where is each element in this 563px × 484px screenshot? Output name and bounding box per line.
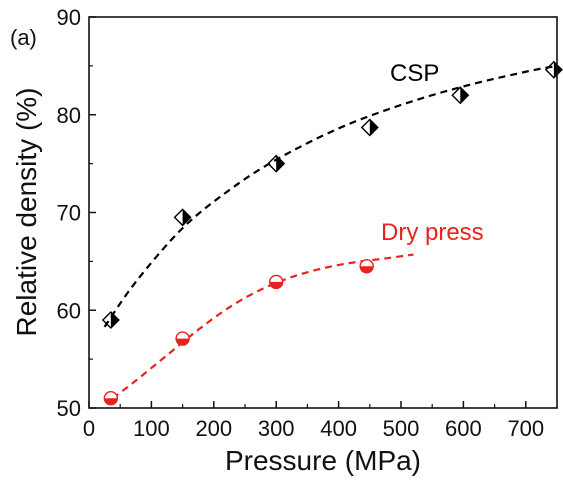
data-point-csp [101, 311, 120, 330]
marker-fill [276, 155, 285, 172]
x-tick-label: 0 [83, 416, 95, 441]
marker-outline [360, 118, 379, 137]
series-label-csp: CSP [390, 60, 439, 87]
y-axis-label: Relative density (%) [11, 88, 42, 337]
marker-fill [182, 209, 191, 226]
y-tick-label: 90 [57, 5, 81, 30]
marker-fill [369, 119, 378, 136]
data-point-dry-press [269, 274, 284, 290]
marker-outline [269, 274, 284, 290]
marker-outline [101, 311, 120, 330]
x-tick-label: 300 [258, 416, 295, 441]
marker-outline [451, 86, 470, 105]
plot-frame [88, 16, 558, 409]
data-point-csp [544, 60, 563, 79]
series-label-dry-press: Dry press [381, 219, 484, 246]
fit-curves [103, 64, 557, 400]
data-point-dry-press [359, 259, 374, 274]
y-tick-label: 60 [57, 298, 81, 323]
x-tick-label: 700 [507, 416, 544, 441]
marker-fill [110, 312, 119, 329]
y-tick-label: 50 [57, 396, 81, 421]
data-markers [101, 60, 563, 406]
x-tick-label: 400 [320, 416, 357, 441]
data-point-dry-press [103, 391, 119, 406]
x-tick-label: 100 [133, 416, 170, 441]
y-axis: 50 60 70 80 90 [57, 5, 96, 421]
x-tick-label: 200 [195, 416, 232, 441]
marker-outline [103, 391, 119, 406]
fit-curve-csp [103, 64, 557, 328]
marker-outline [359, 259, 374, 274]
data-point-csp [267, 154, 286, 173]
marker-outline [267, 154, 286, 173]
marker-outline [175, 331, 190, 346]
fit-curve-dry-press [112, 253, 414, 400]
x-axis: 0 100 200 300 400 500 600 700 [83, 401, 544, 441]
x-tick-label: 600 [445, 416, 482, 441]
data-point-dry-press [175, 331, 190, 346]
marker-fill [553, 61, 562, 78]
data-point-csp [451, 86, 470, 105]
marker-fill [460, 87, 469, 104]
x-tick-label: 500 [383, 416, 420, 441]
data-point-csp [173, 208, 192, 227]
y-tick-label: 70 [57, 201, 81, 226]
marker-outline [173, 208, 192, 227]
marker-outline [544, 60, 563, 79]
panel-label: (a) [10, 25, 37, 50]
y-tick-label: 80 [57, 103, 81, 128]
data-point-csp [360, 118, 379, 137]
x-axis-label: Pressure (MPa) [225, 445, 421, 476]
